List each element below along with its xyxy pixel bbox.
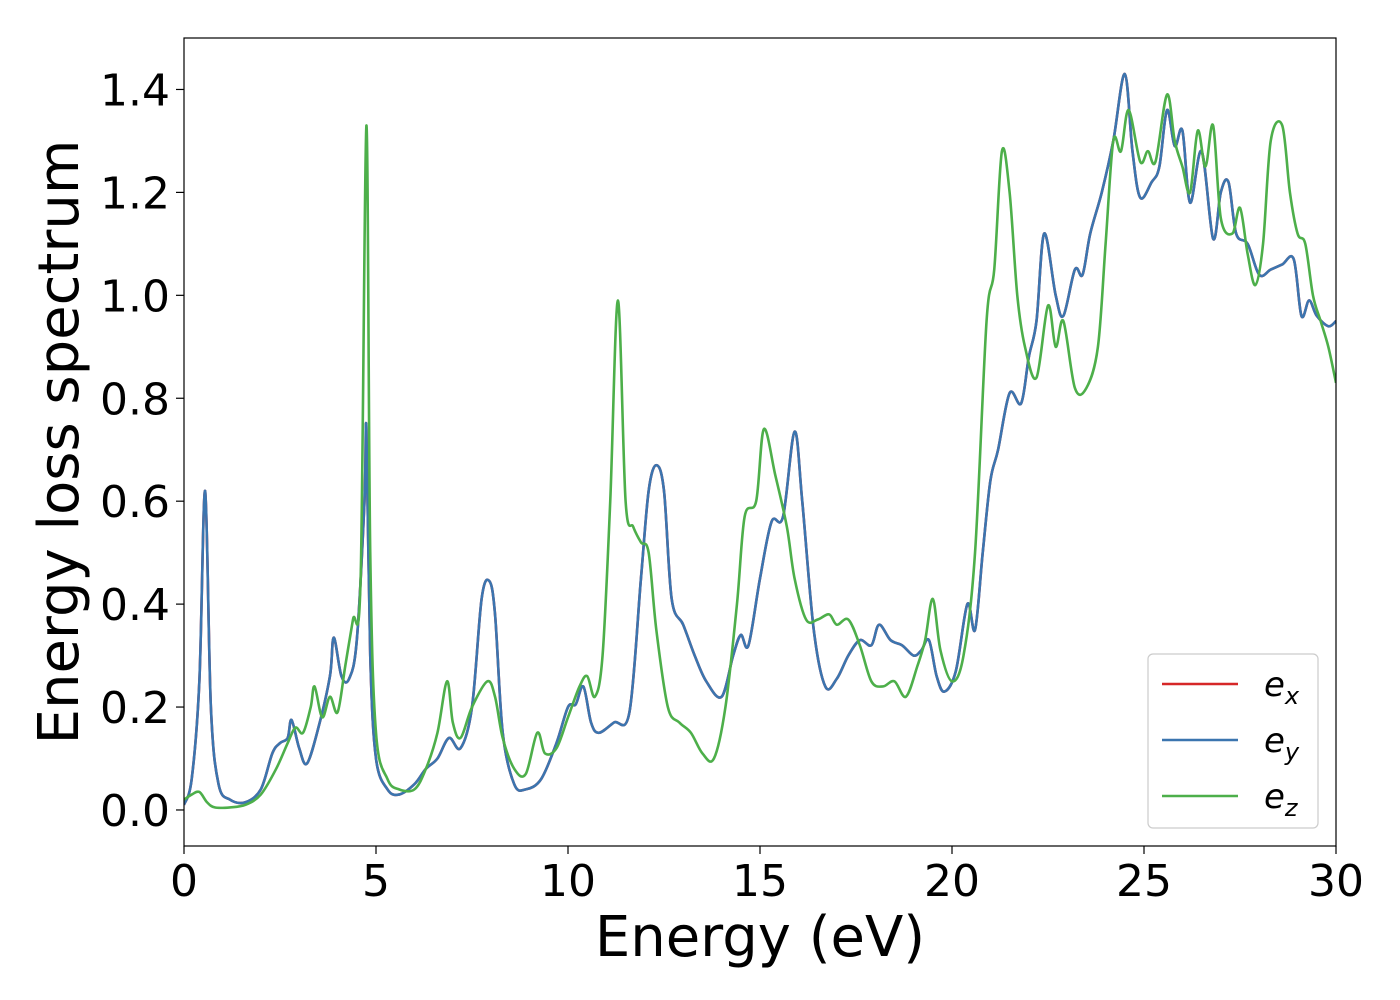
- x-tick-label: 30: [1308, 856, 1364, 907]
- x-tick-label: 15: [732, 856, 788, 907]
- y-tick-label: 1.2: [100, 168, 170, 219]
- y-axis-ticks: 0.0 0.2 0.4 0.6 0.8 1.0 1.2 1.4: [100, 65, 184, 837]
- y-tick-label: 1.0: [100, 271, 170, 322]
- y-tick-label: 0.2: [100, 683, 170, 734]
- legend: ex ey ez: [1147, 653, 1319, 829]
- y-tick-label: 1.4: [100, 65, 170, 116]
- x-tick-label: 20: [924, 856, 980, 907]
- x-tick-label: 0: [170, 856, 198, 907]
- x-axis-ticks: 0 5 10 15 20 25 30: [170, 846, 1364, 907]
- y-axis-label: Energy loss spectrum: [27, 140, 92, 745]
- series-line-ez: [184, 93, 1336, 810]
- x-tick-label: 5: [362, 856, 390, 907]
- legend-label-ey: ey: [1264, 721, 1300, 766]
- y-tick-label: 0.6: [100, 477, 170, 528]
- y-tick-label: 0.0: [100, 786, 170, 837]
- legend-label-ez: ez: [1264, 777, 1299, 822]
- y-tick-label: 0.4: [100, 580, 170, 631]
- legend-label-ex: ex: [1264, 665, 1300, 710]
- x-axis-label: Energy (eV): [595, 905, 925, 970]
- x-tick-label: 10: [540, 856, 596, 907]
- y-tick-label: 0.8: [100, 374, 170, 425]
- series-line-ey: [184, 72, 1336, 806]
- series-layer: [184, 72, 1336, 810]
- x-tick-label: 25: [1116, 856, 1172, 907]
